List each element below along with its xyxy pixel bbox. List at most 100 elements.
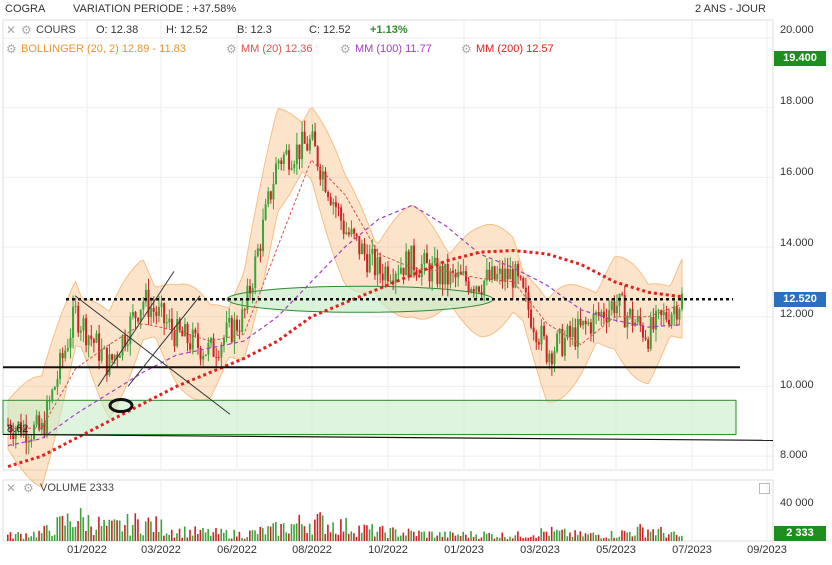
volume-bar — [160, 519, 163, 541]
legend-high: H: 12.52 — [166, 24, 208, 36]
candle-body — [579, 318, 582, 326]
volume-bar — [433, 537, 436, 541]
gear-icon[interactable]: ⚙ — [340, 41, 351, 56]
trend-line — [127, 295, 201, 387]
gear-icon[interactable]: ⚙ — [6, 41, 17, 56]
candle-body — [509, 269, 512, 280]
candle-body — [298, 144, 301, 160]
volume-bar — [561, 529, 563, 541]
candle-body — [587, 322, 590, 325]
legend-mm20: ⚙ MM (20) 12.36 — [226, 41, 313, 56]
candle-body — [38, 415, 41, 430]
volume-bar — [98, 516, 100, 541]
legend-cours: ✕ ⚙ COURS — [6, 22, 76, 37]
candle-body — [79, 330, 82, 333]
candle-body — [491, 266, 494, 280]
candle-body — [124, 335, 127, 347]
candle-body — [678, 309, 681, 320]
volume-bar — [38, 530, 40, 541]
candle-body — [246, 285, 249, 310]
volume-bar — [504, 537, 506, 541]
legend-cours-label: COURS — [36, 24, 76, 36]
volume-bar — [543, 531, 545, 541]
candle-body — [314, 131, 317, 147]
volume-bar — [69, 521, 72, 541]
ticker-label: COGRA — [5, 3, 46, 15]
period-selector[interactable]: 2 ANS - JOUR — [695, 3, 766, 15]
volume-bar — [608, 538, 610, 541]
candle-body — [602, 311, 605, 319]
candle-body — [301, 131, 304, 160]
candle-body — [251, 287, 254, 294]
volume-bar — [40, 533, 43, 541]
candle-body — [543, 325, 546, 337]
candle-body — [415, 270, 418, 276]
volume-bar — [189, 529, 191, 541]
volume-bar — [673, 531, 675, 541]
legend-close: C: 12.52 — [309, 24, 351, 36]
volume-bar — [522, 538, 524, 541]
volume-bar — [535, 537, 537, 541]
volume-bar — [228, 538, 230, 541]
volume-bar — [345, 517, 347, 541]
candle-body — [597, 312, 600, 316]
x-tick: 07/2023 — [672, 544, 712, 556]
volume-bar — [77, 521, 79, 541]
gear-icon[interactable]: ⚙ — [23, 480, 34, 495]
volume-bar — [194, 526, 196, 541]
volume-bar — [449, 531, 451, 541]
gear-icon[interactable]: ⚙ — [461, 41, 472, 56]
volume-bar — [511, 538, 514, 541]
candle-body — [485, 269, 488, 281]
volume-bar — [324, 533, 327, 541]
candle-body — [194, 329, 197, 334]
volume-bar — [431, 531, 433, 541]
volume-bar — [662, 532, 665, 541]
candle-body — [7, 424, 9, 426]
volume-bar — [340, 519, 342, 541]
candle-body — [105, 347, 108, 376]
volume-bar — [87, 515, 90, 541]
candle-body — [405, 251, 408, 276]
legend-volume-label: VOLUME 2333 — [40, 482, 114, 494]
candle-body — [77, 305, 80, 333]
candle-body — [667, 319, 670, 325]
gear-icon[interactable]: ⚙ — [21, 22, 32, 37]
maximize-icon[interactable] — [759, 483, 770, 494]
volume-bar — [82, 517, 85, 541]
volume-bar — [574, 530, 576, 541]
volume-bar — [337, 534, 340, 541]
candle-body — [673, 306, 676, 315]
volume-bar — [152, 532, 155, 541]
volume-bar — [397, 536, 399, 541]
candle-body — [254, 256, 257, 288]
candle-body — [51, 389, 54, 401]
volume-bar — [17, 532, 20, 541]
close-icon[interactable]: ✕ — [6, 480, 17, 495]
volume-bar — [394, 529, 397, 541]
candle-body — [20, 421, 23, 436]
volume-bar — [259, 526, 262, 541]
volume-bar — [634, 535, 636, 541]
close-icon[interactable]: ✕ — [6, 22, 17, 37]
candle-body — [186, 324, 189, 344]
candle-body — [501, 268, 504, 282]
candle-body — [584, 320, 587, 325]
candle-body — [131, 311, 134, 317]
volume-bar — [282, 523, 285, 541]
candle-body — [233, 319, 236, 343]
candle-body — [459, 271, 462, 275]
legend-low: B: 12.3 — [237, 24, 272, 36]
volume-bar — [9, 532, 12, 541]
volume-bar — [368, 529, 371, 541]
candle-body — [74, 305, 77, 307]
candle-body — [48, 400, 51, 402]
volume-bar — [105, 525, 108, 541]
candle-body — [574, 327, 577, 347]
volume-bar — [441, 536, 444, 541]
volume-bar — [488, 532, 491, 541]
volume-bar — [178, 528, 181, 541]
volume-bar — [51, 535, 53, 541]
gear-icon[interactable]: ⚙ — [226, 41, 237, 56]
candle-body — [636, 315, 639, 323]
